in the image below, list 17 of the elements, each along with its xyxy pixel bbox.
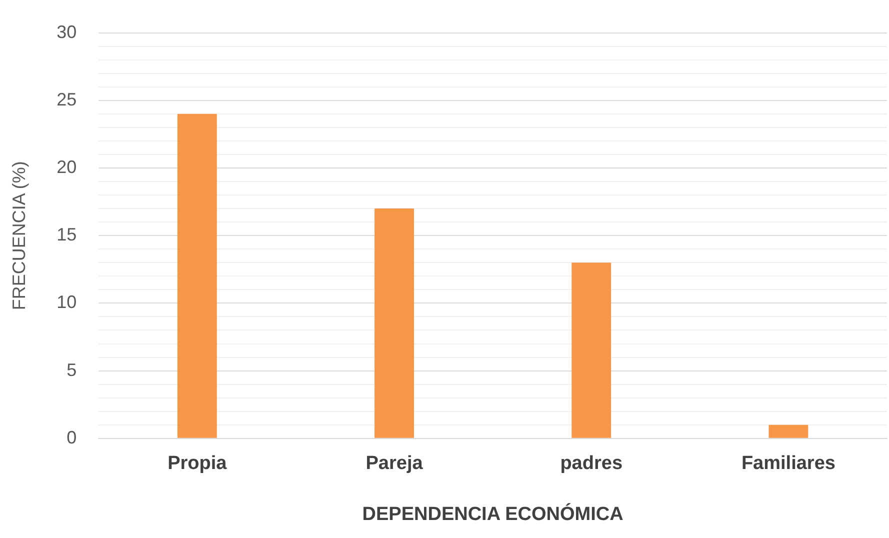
y-tick-label: 15 — [56, 224, 77, 245]
x-axis-title: DEPENDENCIA ECONÓMICA — [362, 502, 624, 525]
y-tick-label: 0 — [66, 427, 77, 448]
x-tick-label: Pareja — [366, 453, 424, 474]
bar — [572, 262, 612, 438]
y-tick-label: 25 — [56, 89, 77, 110]
x-tick-label: Propia — [168, 453, 228, 474]
y-tick-label: 10 — [56, 292, 77, 312]
x-tick-label: padres — [560, 453, 623, 474]
bar — [177, 114, 217, 438]
y-tick-label: 30 — [56, 22, 77, 42]
y-tick-label: 20 — [56, 156, 77, 177]
bar — [768, 424, 808, 438]
bar — [374, 208, 414, 438]
y-tick-label: 5 — [66, 360, 77, 380]
x-tick-label: Familiares — [741, 453, 836, 474]
y-axis-title: FRECUENCIA (%) — [8, 161, 29, 310]
